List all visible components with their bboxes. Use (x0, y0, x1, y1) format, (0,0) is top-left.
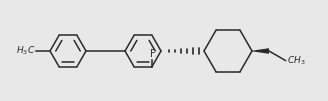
Text: $H_3C$: $H_3C$ (16, 45, 35, 57)
Polygon shape (252, 48, 269, 54)
Text: F: F (150, 49, 156, 59)
Text: $CH_3$: $CH_3$ (287, 54, 306, 67)
